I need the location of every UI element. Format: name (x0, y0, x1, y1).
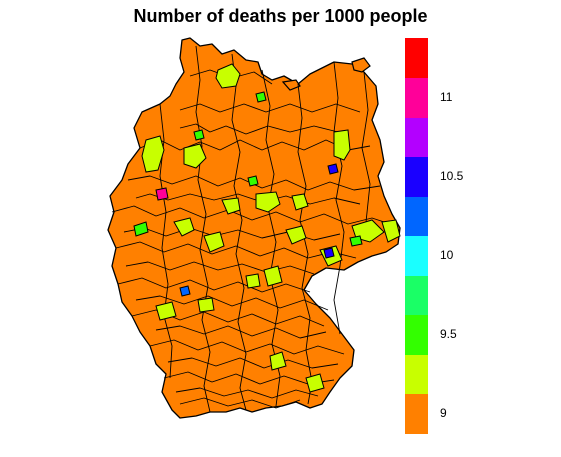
legend-label: 11 (440, 90, 453, 105)
district-lime (305, 373, 325, 393)
legend-swatch (405, 393, 428, 434)
district-green (349, 235, 363, 247)
legend-swatch (405, 196, 428, 236)
district-lime (221, 197, 241, 215)
district-magenta (155, 187, 169, 201)
legend-swatch (405, 275, 428, 315)
district-lime (155, 301, 177, 321)
map-title: Number of deaths per 1000 people (133, 6, 428, 26)
legend-swatch (405, 156, 428, 197)
island-fehmarn (281, 79, 301, 91)
district-lime (291, 193, 309, 211)
district-lime (197, 297, 215, 313)
district-lime (215, 63, 241, 89)
legend-swatch (405, 38, 428, 78)
district-lime (263, 265, 283, 287)
district-lime (245, 273, 261, 289)
island-ruegen (351, 57, 371, 73)
district-borders (111, 45, 397, 413)
district-green (255, 91, 267, 103)
legend-swatch (405, 77, 428, 118)
district-green (193, 129, 205, 141)
district-lime (203, 231, 225, 253)
district-lime (269, 351, 287, 371)
highlighted-districts (133, 63, 401, 393)
legend-label: 10 (440, 248, 454, 263)
district-green (247, 175, 259, 187)
legend-swatch (405, 314, 428, 355)
district-lime (333, 129, 351, 161)
district-lime (285, 225, 307, 245)
district-lime (183, 143, 207, 169)
district-green (133, 221, 149, 237)
district-lime (141, 135, 165, 173)
district-lime (173, 217, 195, 237)
legend-label: 10.5 (440, 169, 464, 184)
district-lime (255, 191, 281, 213)
legend-swatch (405, 354, 428, 394)
district-blue (327, 163, 339, 175)
district-lime (381, 219, 401, 243)
district-blue (179, 285, 191, 297)
legend-swatch (405, 235, 428, 276)
district-blue (323, 247, 335, 259)
germany-outline (107, 37, 401, 419)
legend-label: 9 (440, 406, 447, 421)
legend-swatch (405, 117, 428, 157)
legend-label: 9.5 (440, 327, 457, 342)
